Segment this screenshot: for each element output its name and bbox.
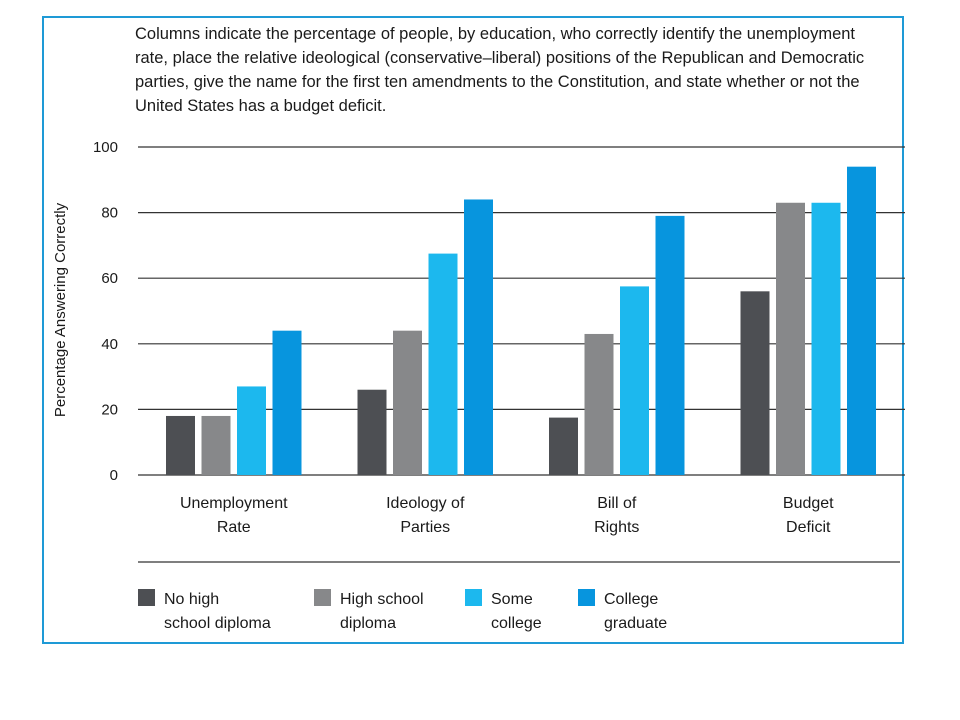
bar — [811, 202, 841, 475]
x-category-label: Ideology of — [386, 495, 465, 512]
y-tick-label: 80 — [101, 205, 118, 222]
legend-label: college — [491, 615, 542, 632]
legend-label: Some — [491, 591, 533, 608]
legend-label: graduate — [604, 615, 667, 632]
bar — [464, 199, 493, 476]
bar — [549, 417, 578, 475]
legend-label: No high — [164, 591, 219, 608]
x-category-label: Rights — [594, 519, 639, 536]
legend-swatch — [578, 589, 595, 606]
bar — [776, 202, 805, 475]
y-tick-label: 20 — [101, 401, 118, 418]
bar — [428, 253, 458, 475]
bar — [584, 333, 614, 475]
bar — [655, 215, 685, 475]
x-category-label: Bill of — [597, 495, 637, 512]
legend-label: diploma — [340, 615, 396, 632]
y-tick-label: 100 — [93, 139, 118, 156]
x-category-label: Parties — [400, 519, 450, 536]
bar — [847, 166, 876, 475]
x-category-label: Deficit — [786, 519, 831, 536]
bar — [740, 291, 770, 475]
legend-label: High school — [340, 591, 424, 608]
bar — [620, 286, 649, 475]
legend: No high school diploma High school diploma S… — [138, 589, 667, 632]
bars — [166, 166, 876, 476]
bar — [393, 330, 422, 475]
x-category-label: Budget — [783, 495, 834, 512]
figure-border — [42, 16, 904, 644]
legend-label: College — [604, 591, 658, 608]
y-tick-label: 0 — [110, 467, 118, 484]
legend-swatch — [314, 589, 331, 606]
x-category-label: Rate — [217, 519, 251, 536]
bar — [166, 415, 195, 475]
y-tick-label: 60 — [101, 270, 118, 287]
bar — [272, 330, 302, 475]
category-labels: Unemployment Rate Ideology of Parties Bill o… — [180, 495, 834, 536]
y-axis-label: Percentage Answering Correctly — [52, 202, 69, 417]
chart-caption: Columns indicate the percentage of peopl… — [135, 25, 865, 115]
y-tick-labels: 0 20 40 60 80 100 — [93, 139, 118, 484]
y-tick-label: 40 — [101, 336, 118, 353]
bar — [237, 386, 266, 475]
legend-swatch — [138, 589, 155, 606]
bar — [357, 389, 387, 475]
legend-swatch — [465, 589, 482, 606]
x-category-label: Unemployment — [180, 495, 288, 512]
bar — [201, 415, 231, 475]
legend-label: school diploma — [164, 615, 271, 632]
